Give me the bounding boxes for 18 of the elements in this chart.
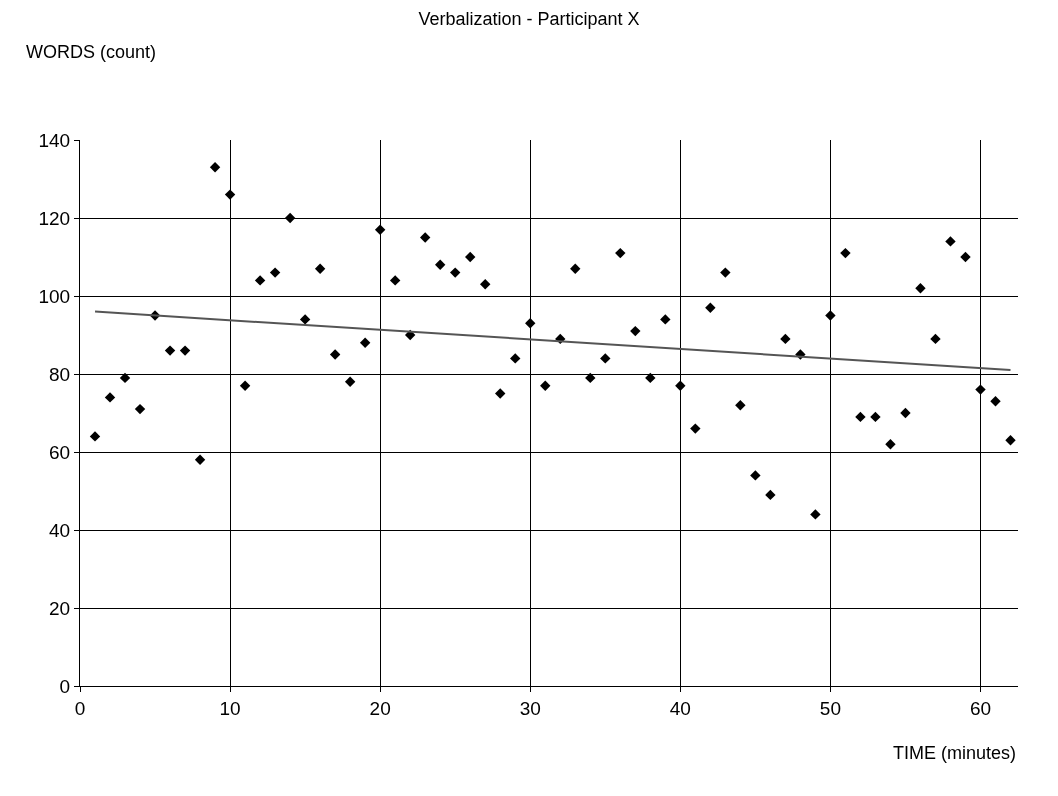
y-tick-label: 20 xyxy=(49,597,71,619)
y-tick-label: 40 xyxy=(49,519,71,541)
x-tick-label: 10 xyxy=(219,697,241,719)
y-tick-label: 100 xyxy=(38,285,71,307)
x-tick-label: 30 xyxy=(519,697,541,719)
y-tick-label: 140 xyxy=(38,129,71,151)
chart-title: Verbalization - Participant X xyxy=(418,8,640,29)
x-tick-label: 60 xyxy=(969,697,992,719)
x-axis-title: TIME (minutes) xyxy=(893,743,1017,763)
y-tick-label: 120 xyxy=(38,207,71,229)
x-tick-label: 40 xyxy=(669,697,691,719)
y-tick-label: 60 xyxy=(49,441,71,463)
y-axis-title: WORDS (count) xyxy=(26,42,157,62)
y-tick-label: 80 xyxy=(49,363,71,385)
y-tick-label: 0 xyxy=(59,675,71,697)
x-tick-label: 0 xyxy=(74,697,86,719)
x-tick-label: 50 xyxy=(819,697,841,719)
x-tick-label: 20 xyxy=(369,697,391,719)
